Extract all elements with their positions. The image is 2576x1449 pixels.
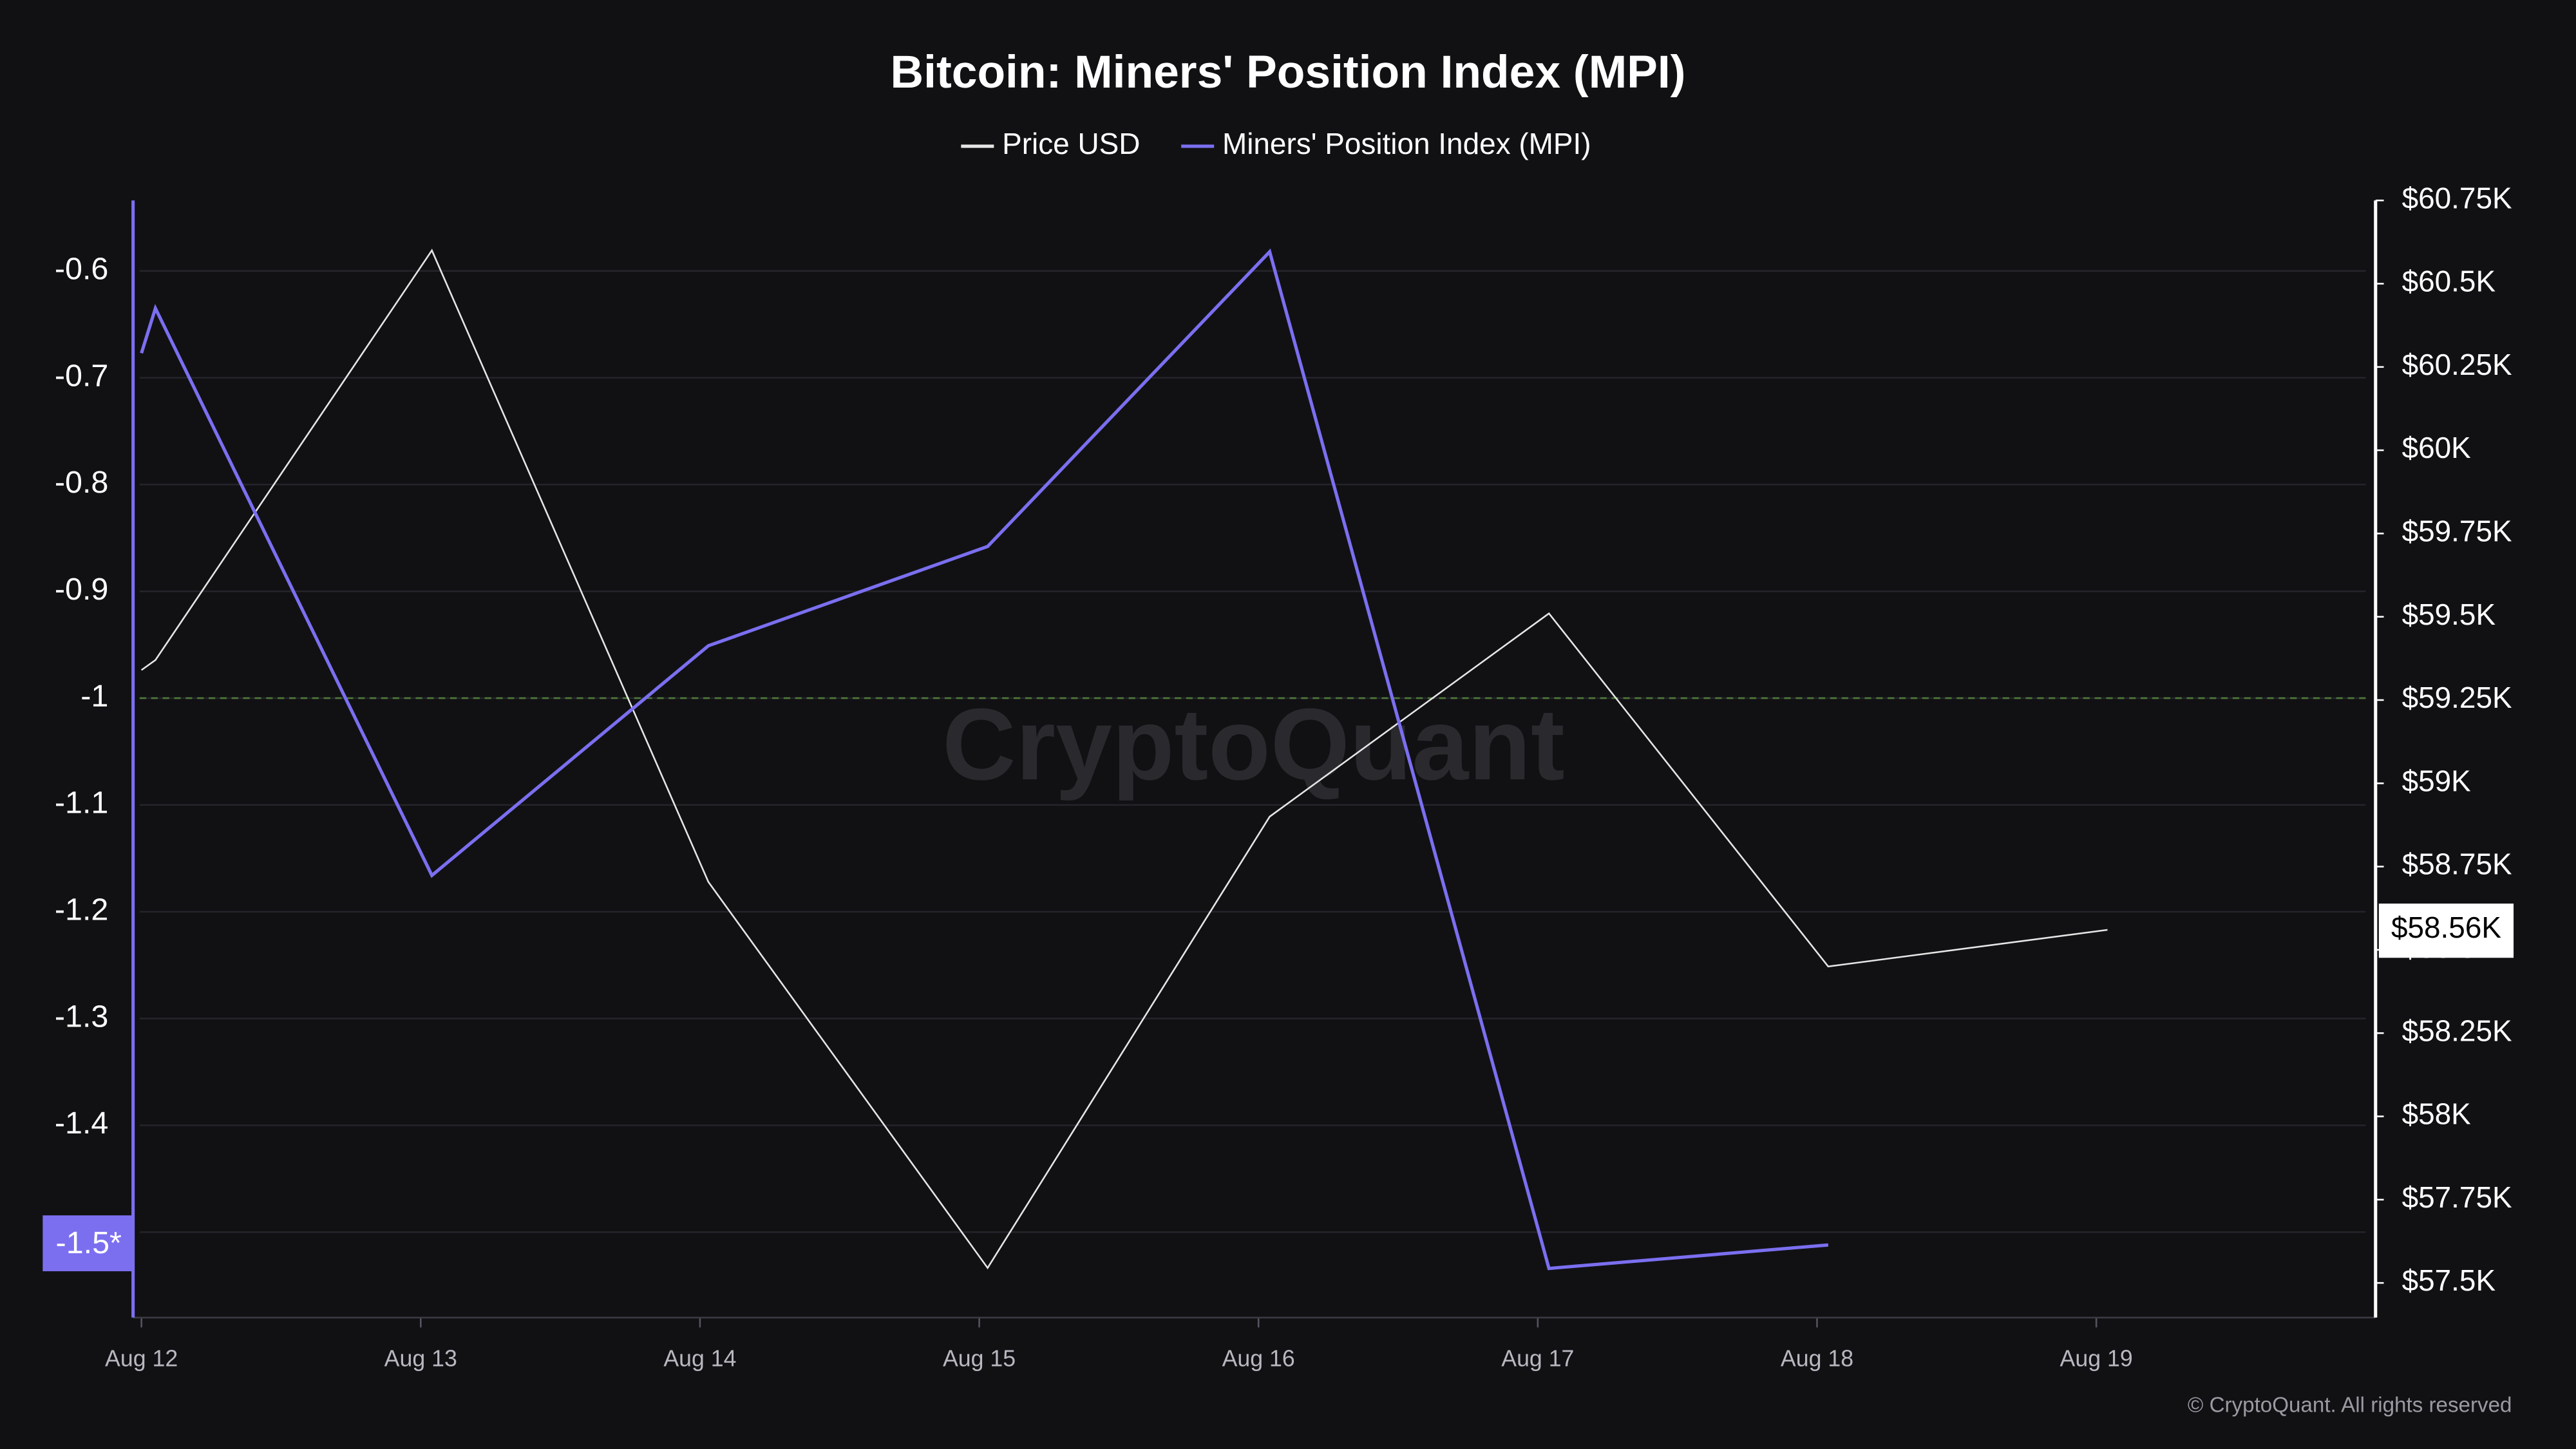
- series-line: [140, 248, 1829, 1271]
- y2-tick-label: $59.75K: [2402, 515, 2512, 548]
- y-tick-label: -0.8: [55, 465, 109, 500]
- y2-tick-label: $60.5K: [2402, 265, 2496, 298]
- y-tick-label: -0.7: [55, 358, 109, 393]
- last-value-label: $58.56K: [2391, 911, 2501, 944]
- y-tick-label: -0.9: [55, 572, 109, 607]
- legend-label: Price USD: [1002, 127, 1140, 160]
- chart-title: Bitcoin: Miners' Position Index (MPI): [891, 46, 1686, 98]
- x-tick-label: Aug 15: [943, 1346, 1016, 1372]
- footer: © CryptoQuant. All rights reserved: [2188, 1393, 2512, 1417]
- x-tick-label: Aug 13: [384, 1346, 457, 1372]
- y2-tick-label: $57.75K: [2402, 1180, 2512, 1214]
- y2-tick-label: $58.25K: [2402, 1014, 2512, 1047]
- y-tick-label: -1.2: [55, 893, 109, 927]
- x-tick-label: Aug 19: [2060, 1346, 2133, 1372]
- x-tick-label: Aug 16: [1222, 1346, 1295, 1372]
- y2-tick-label: $58K: [2402, 1097, 2472, 1131]
- y2-tick-label: $59.5K: [2402, 598, 2496, 631]
- x-tick-label: Aug 14: [663, 1346, 736, 1372]
- y2-tick-label: $60K: [2402, 431, 2472, 464]
- watermark: CryptoQuant: [942, 687, 1564, 801]
- y2-tick-label: $59K: [2402, 764, 2472, 797]
- last-value-label: -1.5*: [56, 1226, 122, 1260]
- y-tick-label: -1.3: [55, 999, 109, 1034]
- x-tick-label: Aug 18: [1781, 1346, 1853, 1372]
- last-value-box: [43, 1215, 133, 1271]
- series-line: [140, 249, 2108, 1270]
- x-tick-label: Aug 12: [105, 1346, 178, 1372]
- y2-tick-label: $59.25K: [2402, 681, 2512, 714]
- y-tick-label: -1: [80, 679, 108, 714]
- y-tick-label: -1.1: [55, 786, 109, 820]
- last-value-box: [2378, 904, 2514, 958]
- y2-tick-label: $57.5K: [2402, 1264, 2496, 1297]
- legend-label: Miners' Position Index (MPI): [1222, 127, 1591, 160]
- y2-tick-label: $60.75K: [2402, 181, 2512, 214]
- y2-tick-label: $60.25K: [2402, 348, 2512, 381]
- y-tick-label: -1.4: [55, 1106, 109, 1141]
- x-tick-label: Aug 17: [1501, 1346, 1574, 1372]
- y2-tick-label: $58.75K: [2402, 848, 2512, 881]
- y-tick-label: -0.6: [55, 251, 109, 286]
